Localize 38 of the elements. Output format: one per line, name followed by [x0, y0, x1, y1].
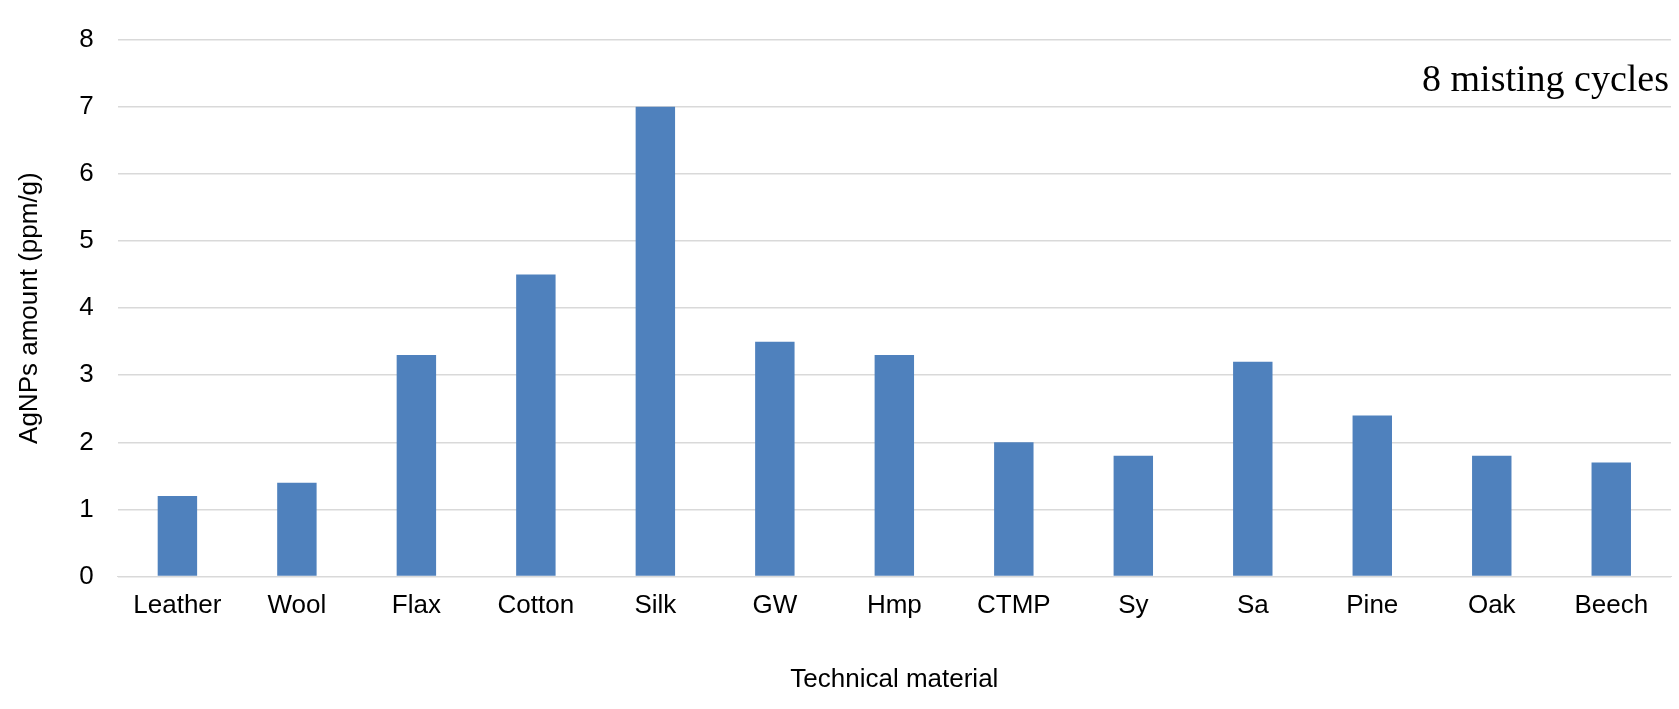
x-tick-label: Silk — [634, 589, 678, 620]
bar — [1113, 455, 1154, 576]
bar — [1472, 455, 1512, 576]
x-tick-label: GW — [752, 589, 798, 620]
bar — [1591, 462, 1631, 576]
bar — [1233, 361, 1273, 576]
bar — [396, 355, 437, 576]
x-tick-label: Cotton — [497, 589, 575, 620]
bar — [994, 442, 1034, 576]
y-tick-label: 8 — [79, 22, 94, 53]
annotation: 8 misting cycles — [1422, 56, 1669, 99]
y-tick-label: 3 — [79, 358, 94, 389]
x-tick-label: Sa — [1236, 589, 1270, 620]
bar — [755, 341, 795, 576]
bar — [1352, 415, 1392, 576]
bar — [874, 355, 915, 576]
x-tick-label: CTMP — [976, 589, 1051, 620]
x-tick-label: Oak — [1467, 589, 1517, 620]
x-tick-label: Wool — [267, 589, 327, 620]
y-tick-label: 1 — [79, 492, 94, 523]
x-tick-label: Beech — [1574, 589, 1649, 620]
bar — [635, 106, 676, 576]
y-tick-label: 7 — [79, 89, 94, 120]
x-axis-title: Technical material — [790, 662, 999, 693]
y-tick-label: 5 — [79, 224, 94, 255]
y-tick-label: 6 — [79, 157, 94, 188]
x-tick-label: Leather — [133, 589, 222, 620]
bar — [277, 482, 317, 576]
bar — [516, 274, 556, 576]
x-tick-label: Pine — [1346, 589, 1399, 620]
y-axis-title: AgNPs amount (ppm/g) — [12, 172, 43, 444]
bar — [157, 496, 198, 576]
x-tick-label: Flax — [391, 589, 441, 620]
y-tick-label: 0 — [79, 559, 94, 590]
y-tick-label: 4 — [79, 291, 94, 322]
x-tick-label: Sy — [1118, 589, 1149, 620]
x-tick-label: Hmp — [866, 589, 922, 620]
y-tick-label: 2 — [79, 425, 94, 456]
